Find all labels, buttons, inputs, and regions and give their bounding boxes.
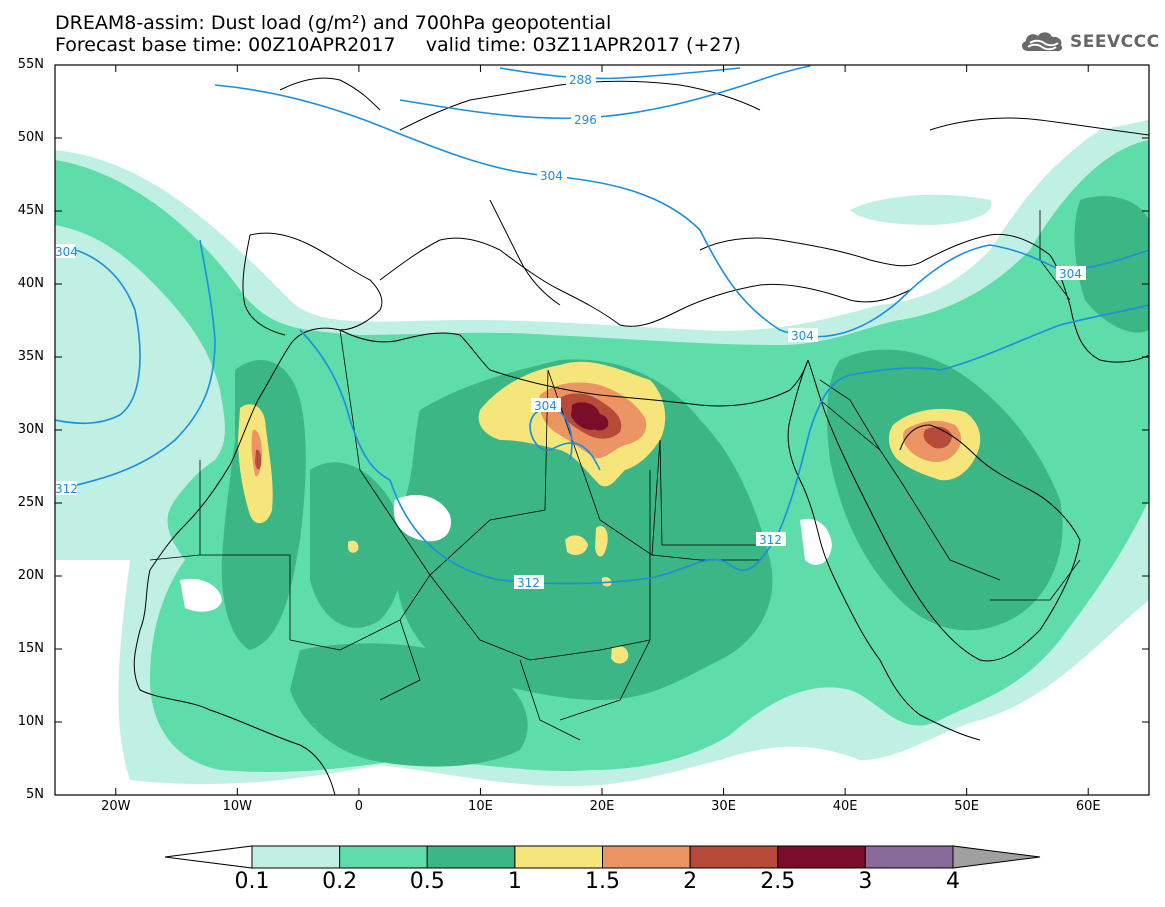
title-line-2: Forecast base time: 00Z10APR2017 valid t… <box>55 34 741 56</box>
colorbar-label: 2.5 <box>760 869 796 894</box>
lat-label: 10N <box>17 714 44 729</box>
lon-label: 0 <box>354 799 364 814</box>
contour-label: 304 <box>540 169 563 183</box>
colorbar-label: 0.5 <box>409 869 445 894</box>
contour-label: 304 <box>791 329 814 343</box>
colorbar-label: 1 <box>507 869 522 894</box>
lon-label: 20W <box>101 799 131 814</box>
colorbar-swatch <box>514 845 603 869</box>
colorbar-label: 0.2 <box>322 869 358 894</box>
colorbar-label: 3 <box>858 869 873 894</box>
colorbar-swatch <box>426 845 516 869</box>
colorbar-swatch <box>689 845 779 869</box>
logo-text: SEEVCCC <box>1070 32 1160 52</box>
colorbar <box>164 845 1041 869</box>
lon-label: 10W <box>222 799 253 814</box>
colorbar-label: 4 <box>946 869 960 894</box>
colorbar-label: 1.5 <box>585 869 620 894</box>
contour-label: 312 <box>517 576 540 590</box>
lat-label: 35N <box>17 349 44 364</box>
lat-label: 40N <box>17 276 44 291</box>
lat-label: 55N <box>17 57 44 72</box>
lon-label: 10E <box>468 799 493 814</box>
lon-label: 60E <box>1075 799 1101 814</box>
lat-label: 20N <box>17 568 44 583</box>
colorbar-swatch <box>251 845 341 869</box>
lat-label: 45N <box>17 203 44 218</box>
colorbar-label: 0.1 <box>234 869 270 894</box>
lon-label: 40E <box>832 799 858 814</box>
contour-labels: 288 296 304 304 304 304 304 312 312 312 <box>55 72 1086 590</box>
lat-label: 30N <box>17 422 44 437</box>
colorbar-label: 2 <box>683 869 698 894</box>
lat-label: 5N <box>26 787 44 802</box>
cloud-icon <box>1022 32 1063 52</box>
colorbar-swatch <box>777 845 866 869</box>
colorbar-swatch <box>339 845 428 869</box>
lon-label: 30E <box>711 799 736 814</box>
seevccc-logo: SEEVCCC <box>1018 28 1160 56</box>
lon-label: 20E <box>589 799 615 814</box>
country-borders <box>149 210 1081 741</box>
colorbar-swatch <box>864 845 954 869</box>
colorbar-swatch <box>602 845 691 869</box>
contour-label: 304 <box>1059 267 1082 281</box>
contour-label: 304 <box>55 245 78 259</box>
colorbar-over-arrow <box>952 845 1041 869</box>
contour-label: 312 <box>759 533 782 547</box>
contour-label: 304 <box>534 399 557 413</box>
lat-label: 50N <box>17 130 44 145</box>
lat-label: 15N <box>17 641 44 656</box>
contour-label: 296 <box>574 113 597 127</box>
contour-label: 288 <box>569 73 592 87</box>
colorbar-under-arrow <box>164 845 253 869</box>
dust-field <box>55 120 1149 786</box>
contour-label: 312 <box>55 482 78 496</box>
axis-ticks <box>55 64 1149 796</box>
lat-label: 25N <box>17 495 44 510</box>
title-line-1: DREAM8-assim: Dust load (g/m²) and 700hP… <box>55 12 612 34</box>
lon-label: 50E <box>954 799 980 814</box>
